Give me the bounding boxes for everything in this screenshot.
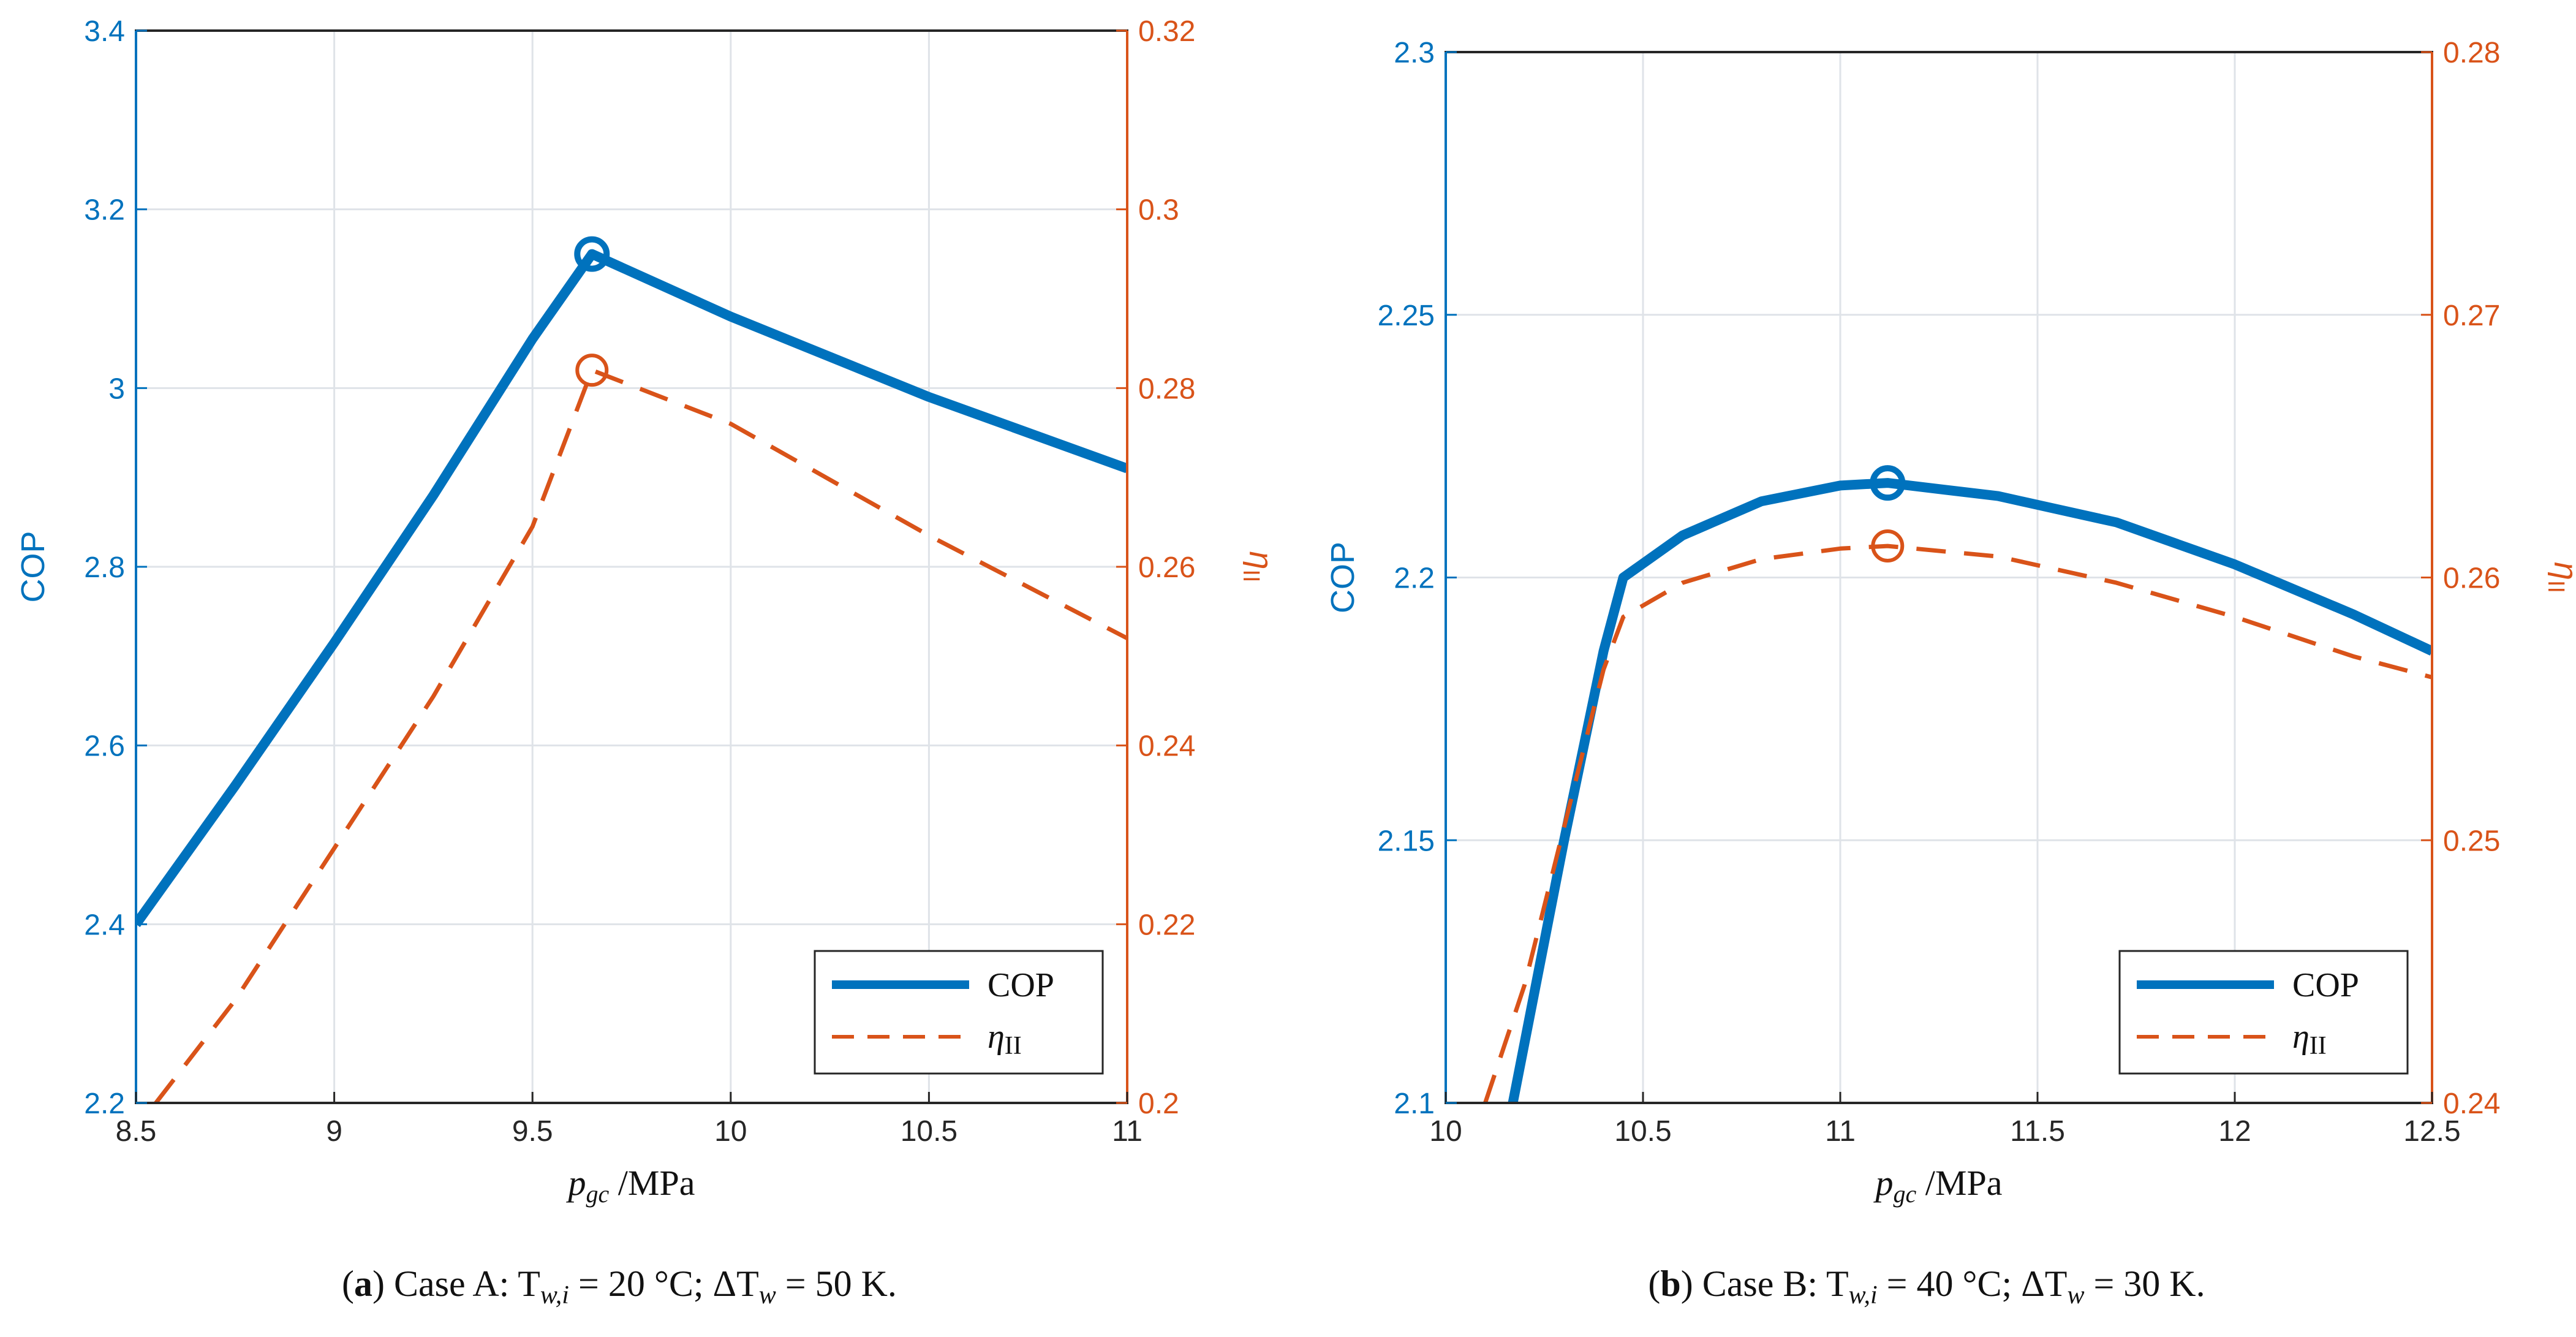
panel-a-ytick-left-label-5: 3.2: [84, 194, 125, 227]
caption-a-text: Case A: T: [394, 1263, 540, 1304]
panel-b-xlabel-sub: gc: [1894, 1180, 1917, 1208]
panel-a-ytick-right-label-2: 0.24: [1138, 730, 1195, 763]
panel-b-xtick-label-0: 10: [1429, 1115, 1462, 1148]
panel-b-ytick-left-label-1: 2.15: [1378, 825, 1435, 857]
panel-a-xtick-label-3: 10: [714, 1115, 747, 1148]
caption-b-sub: w,i: [1849, 1281, 1878, 1309]
panel-b-xlabel: pgc /MPa: [1873, 1163, 2003, 1208]
caption-a-open: (: [342, 1263, 354, 1304]
panel-a-legend: COP ηII: [814, 950, 1104, 1075]
panel-a-xtick-label-0: 8.5: [116, 1115, 157, 1148]
panel-a-xtick-label-2: 9.5: [512, 1115, 553, 1148]
panel-b-optimum-cop-marker: [1870, 465, 1906, 501]
panel-a-legend-eta-label: ηII: [988, 1018, 1022, 1060]
panel-b-xtick-label-5: 12.5: [2403, 1115, 2460, 1148]
panel-b-ytick-right-label-0: 0.24: [2443, 1088, 2500, 1120]
caption-a-close: ): [372, 1263, 394, 1304]
panel-a-series: [136, 236, 1127, 1103]
panel-b-ytick-right-label-1: 0.25: [2443, 825, 2500, 857]
panel-a-ytick-left-label-3: 2.8: [84, 551, 125, 584]
panel-a-xtick-label-4: 10.5: [901, 1115, 958, 1148]
panel-b-ytick-right-label-4: 0.28: [2443, 37, 2500, 69]
panel-b-optimum-eta-marker: [1871, 529, 1905, 563]
panel-b-legend-eta-var: η: [2292, 1018, 2310, 1056]
panel-b-legend-eta-sub: II: [2310, 1032, 2327, 1060]
panel-b-xtick-label-3: 11.5: [2010, 1115, 2065, 1148]
panel-b-grid: [1446, 52, 2432, 1103]
panel-a-legend-cop-label: COP: [988, 966, 1054, 1004]
panel-b-caption: (b) Case B: Tw,i = 40 °C; ΔTw = 30 K.: [1648, 1263, 2205, 1309]
panel-a-optimum-cop-marker: [574, 236, 610, 272]
panel-a-ytick-left-label-2: 2.6: [84, 730, 125, 763]
panel-b-xtick-label-4: 12: [2218, 1115, 2251, 1148]
panel-a-ytick-left-label-4: 3: [108, 373, 125, 405]
panel-b-ytick-left-label-3: 2.25: [1378, 300, 1435, 332]
panel-b-xtick-label-1: 10.5: [1614, 1115, 1671, 1148]
panel-b-xlabel-unit: /MPa: [1916, 1163, 2002, 1203]
panel-b-legend-eta-label: ηII: [2292, 1018, 2327, 1060]
panel-b-ticks: 10 10.5 11 11.5 12 12.5 2.1 2.15 2.2 2.25 2.3 0.24 0…: [1378, 37, 2501, 1148]
panel-b-ylabel-left: COP: [1324, 542, 1361, 613]
caption-b-close: ): [1681, 1263, 1702, 1304]
panel-a-ylabel-right-sub: II: [1238, 569, 1264, 582]
panel-a-ytick-right-label-0: 0.2: [1138, 1088, 1179, 1120]
caption-b-eq2: = 30 K.: [2084, 1263, 2205, 1304]
panel-a-ytick-right-label-6: 0.32: [1138, 15, 1195, 48]
panel-b-ytick-left-label-4: 2.3: [1394, 37, 1435, 69]
panel-b-legend-cop-label: COP: [2292, 966, 2359, 1004]
caption-b-open: (: [1648, 1263, 1660, 1304]
panel-b-legend-box: [2118, 950, 2409, 1075]
panel-a-ylabel-right: ηII: [1238, 551, 1279, 582]
panel-a-xlabel: pgc /MPa: [566, 1163, 695, 1208]
caption-a-label: a: [354, 1263, 372, 1304]
panel-a-ytick-right-label-3: 0.26: [1138, 551, 1195, 584]
panel-b-ylabel-right-var: η: [2547, 562, 2576, 580]
panel-b-ytick-left-label-0: 2.1: [1394, 1088, 1435, 1120]
caption-b-eq: = 40 °C; ΔT: [1878, 1263, 2068, 1304]
panel-a-legend-eta-sub: II: [1005, 1032, 1022, 1060]
caption-b-sub2: w: [2067, 1281, 2084, 1309]
panel-b-series: [1483, 465, 2432, 1103]
panel-b-series-eta-line: [1483, 544, 2432, 1103]
caption-a-sub2: w: [759, 1281, 776, 1309]
panel-a-ytick-right-label-4: 0.28: [1138, 373, 1195, 405]
panel-b-xtick-label-2: 11: [1825, 1115, 1856, 1148]
panel-a-caption: (a) Case A: Tw,i = 20 °C; ΔTw = 50 K.: [342, 1263, 897, 1309]
panel-b: 10 10.5 11 11.5 12 12.5 2.1 2.15 2.2 2.25 2.3 0.24 0…: [1324, 37, 2576, 1309]
panel-a: 8.5 9 9.5 10 10.5 11 2.2 2.4 2.6 2.8 3 3.2 3.4 0.2 0.2…: [15, 15, 1279, 1309]
panel-a-ytick-left-label-0: 2.2: [84, 1088, 125, 1120]
panel-a-grid: [136, 31, 1127, 1103]
panel-b-ytick-right-label-3: 0.27: [2443, 300, 2500, 332]
panel-b-ylabel-right-sub: II: [2543, 580, 2569, 593]
panel-a-ylabel-right-var: η: [1242, 551, 1279, 569]
panel-a-ticks: 8.5 9 9.5 10 10.5 11 2.2 2.4 2.6 2.8 3 3.2 3.4 0.2 0.2…: [84, 15, 1195, 1148]
panel-a-ytick-left-label-1: 2.4: [84, 909, 125, 941]
panel-a-ytick-right-label-5: 0.3: [1138, 194, 1179, 227]
panel-a-ylabel-left: COP: [15, 531, 51, 602]
panel-a-series-eta-line: [154, 368, 1127, 1103]
panel-a-xlabel-sub: gc: [586, 1180, 610, 1208]
caption-a-eq2: = 50 K.: [776, 1263, 897, 1304]
panel-a-xlabel-unit: /MPa: [609, 1163, 695, 1203]
caption-a-eq: = 20 °C; ΔT: [569, 1263, 759, 1304]
panel-b-ytick-left-label-2: 2.2: [1394, 562, 1435, 595]
caption-b-label: b: [1660, 1263, 1680, 1304]
panel-a-legend-eta-var: η: [988, 1018, 1005, 1056]
panel-a-ytick-left-label-6: 3.4: [84, 15, 125, 48]
panel-a-xtick-label-1: 9: [326, 1115, 342, 1148]
panel-b-ylabel-right: ηII: [2543, 562, 2576, 593]
panel-a-xtick-label-5: 11: [1112, 1115, 1143, 1148]
panel-a-optimum-eta-marker: [575, 354, 609, 387]
panel-a-legend-box: [814, 950, 1104, 1075]
panel-a-xlabel-var: p: [566, 1163, 586, 1203]
panel-b-xlabel-var: p: [1873, 1163, 1894, 1203]
panel-b-ytick-right-label-2: 0.26: [2443, 562, 2500, 595]
caption-a-sub: w,i: [540, 1281, 569, 1309]
panel-b-series-cop-line: [1508, 478, 2432, 1103]
panel-a-ytick-right-label-1: 0.22: [1138, 909, 1195, 941]
panel-b-legend: COP ηII: [2118, 950, 2409, 1075]
panel-a-series-cop-line: [136, 249, 1127, 927]
caption-b-text: Case B: T: [1702, 1263, 1849, 1304]
